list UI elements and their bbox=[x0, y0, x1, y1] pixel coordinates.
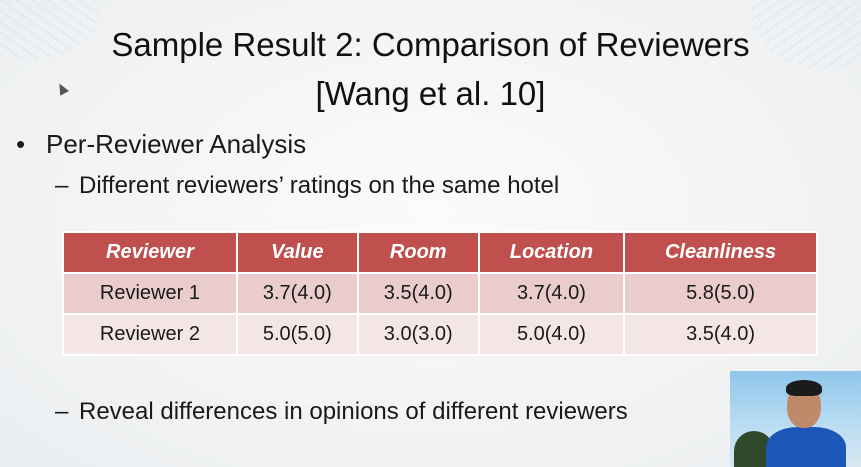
slide-title-citation: [Wang et al. 10] bbox=[315, 75, 546, 112]
reviewer-ratings-table: Reviewer Value Room Location Cleanliness… bbox=[62, 231, 818, 356]
table-header-row: Reviewer Value Room Location Cleanliness bbox=[62, 231, 818, 274]
slide-title: Sample Result 2: Comparison of Reviewers bbox=[111, 26, 750, 63]
table-cell: 5.0(4.0) bbox=[477, 313, 626, 356]
sub-bullet: – Different reviewers’ ratings on the sam… bbox=[55, 171, 559, 201]
header-cell: Cleanliness bbox=[623, 231, 818, 274]
dash-marker: – bbox=[55, 398, 69, 425]
presenter-hair bbox=[786, 380, 822, 396]
presenter-body bbox=[766, 427, 846, 467]
table-row: Reviewer 2 5.0(5.0) 3.0(3.0) 5.0(4.0) 3.… bbox=[62, 313, 818, 356]
bullet-marker: • bbox=[16, 129, 26, 159]
table-cell: 3.0(3.0) bbox=[356, 313, 480, 356]
table-cell: 5.8(5.0) bbox=[623, 272, 818, 315]
table-cell: 3.5(4.0) bbox=[623, 313, 818, 356]
table-cell: 3.7(4.0) bbox=[477, 272, 626, 315]
header-cell: Location bbox=[477, 231, 626, 274]
table-cell: 5.0(5.0) bbox=[235, 313, 359, 356]
dash-marker: – bbox=[55, 172, 69, 199]
sub-bullet-text: Reveal differences in opinions of differ… bbox=[79, 398, 628, 425]
table-cell: 3.5(4.0) bbox=[356, 272, 480, 315]
header-cell: Room bbox=[356, 231, 480, 274]
table-row: Reviewer 1 3.7(4.0) 3.5(4.0) 3.7(4.0) 5.… bbox=[62, 272, 818, 315]
bullet-text: Per-Reviewer Analysis bbox=[46, 129, 307, 159]
header-cell: Reviewer bbox=[62, 231, 238, 274]
table-cell: Reviewer 2 bbox=[62, 313, 238, 356]
presenter-webcam-video bbox=[730, 371, 861, 467]
sub-bullet: – Reveal differences in opinions of diffe… bbox=[55, 397, 628, 427]
table-cell: 3.7(4.0) bbox=[235, 272, 359, 315]
header-cell: Value bbox=[235, 231, 359, 274]
sub-bullet-text: Different reviewers’ ratings on the same… bbox=[79, 172, 560, 199]
bullet-point: • Per-Reviewer Analysis bbox=[16, 127, 306, 161]
table-cell: Reviewer 1 bbox=[62, 272, 238, 315]
